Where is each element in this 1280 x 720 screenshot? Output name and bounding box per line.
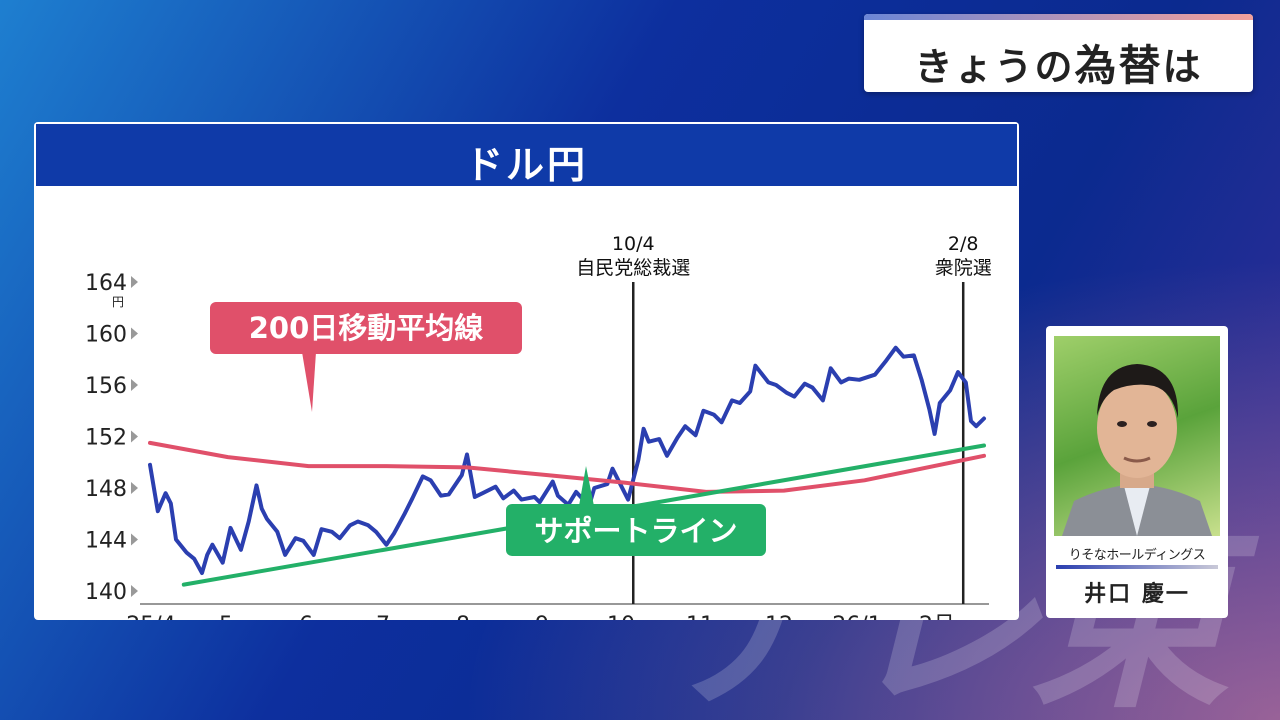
usd-jpy-chart: 164 160 156 152 148 144 140 円 25/4 5 6 7 8 9 10 11 12 26/…: [85, 233, 992, 620]
support-callout-label: サポートライン: [534, 514, 737, 548]
x-tick-label: 25/4: [126, 613, 175, 620]
x-tick-label: 26/1: [832, 613, 881, 620]
event-label-name: 自民党総裁選: [576, 257, 690, 279]
y-tick-arrow: [131, 327, 138, 340]
guest-organization: りそなホールディングス: [1068, 548, 1206, 563]
y-tick-arrow: [131, 430, 138, 443]
topic-highlight: 為替: [1074, 41, 1163, 90]
y-tick-arrow: [131, 585, 138, 597]
chart-header: ドル円: [34, 122, 1019, 188]
event-label-date: 2/8: [948, 233, 979, 255]
ma-callout-pointer: [302, 352, 316, 412]
x-tick-label: 10: [607, 613, 635, 620]
x-tick-label: 12: [765, 613, 793, 620]
guest-card: りそなホールディングス 井口 慶一: [1046, 326, 1228, 618]
x-tick-label: 9: [535, 613, 549, 620]
y-tick-label: 144: [85, 529, 127, 554]
support-callout-pointer: [579, 466, 594, 506]
ma-callout-box: [210, 302, 522, 354]
guest-name: 井口 慶一: [1084, 582, 1190, 607]
topic-text: きょうの為替は: [864, 32, 1253, 93]
ma-callout-label: 200日移動平均線: [249, 311, 484, 345]
chart-title: ドル円: [464, 143, 588, 187]
guest-portrait: [1062, 364, 1212, 536]
event-label-name: 衆院選: [935, 257, 992, 279]
y-tick-arrow: [131, 533, 138, 546]
chart-panel: ドル円 164160156152148144140円25/45678910111…: [34, 122, 1019, 620]
y-tick-label: 164: [85, 271, 127, 296]
y-tick-arrow: [131, 379, 138, 391]
x-tick-label: 6: [299, 613, 313, 620]
y-tick-label: 140: [85, 580, 127, 605]
topic-prefix: きょうの: [914, 45, 1075, 89]
topic-banner: きょうの為替は: [864, 14, 1253, 92]
x-tick-label: 11: [686, 613, 714, 620]
x-tick-label: 7: [376, 613, 390, 620]
y-unit-label: 円: [112, 295, 124, 309]
guest-divider: [1056, 565, 1218, 569]
y-tick-label: 160: [85, 323, 127, 348]
topic-strip: [864, 14, 1253, 20]
moving-average-line: [148, 440, 986, 494]
guest-photo: [1054, 336, 1220, 536]
y-tick-label: 148: [85, 477, 127, 502]
topic-suffix: は: [1162, 45, 1203, 89]
y-tick-label: 152: [85, 426, 127, 451]
support-callout-box: [506, 504, 766, 556]
y-tick-arrow: [131, 276, 138, 288]
usd-jpy-line: [148, 345, 986, 575]
y-tick-label: 156: [85, 374, 127, 399]
x-tick-label: 8: [456, 613, 470, 620]
x-tick-label: 2月: [919, 613, 955, 620]
y-tick-arrow: [131, 482, 138, 494]
event-label-date: 10/4: [612, 233, 655, 255]
x-tick-label: 5: [219, 613, 233, 620]
